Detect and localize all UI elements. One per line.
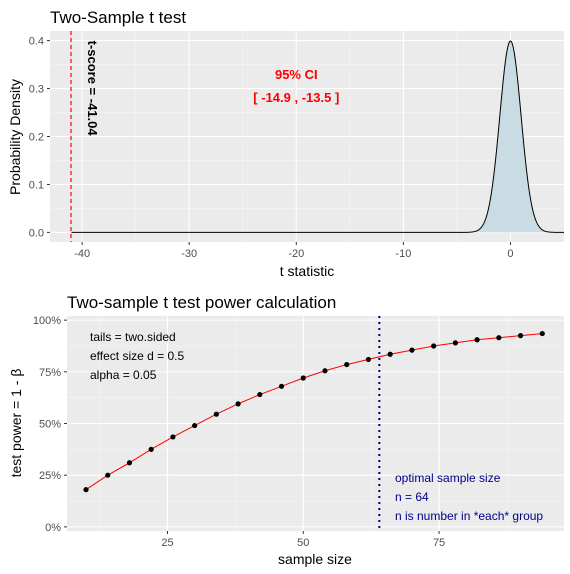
power-points: [83, 330, 545, 493]
y-tick-label: 50%: [39, 419, 61, 431]
y-tick-label: 25%: [39, 470, 61, 482]
x-tick-label: 25: [161, 537, 173, 549]
data-point: [387, 351, 393, 357]
y-axis-ticks: 0% 25% 50% 75% 100%: [33, 315, 67, 534]
x-tick-label: -10: [395, 248, 411, 260]
x-axis-ticks: 25 50 75: [161, 531, 445, 549]
t-distribution-chart: Two-Sample t test t-score = -41.04 95% C…: [7, 8, 564, 279]
data-point: [300, 375, 306, 381]
power-chart: Two-sample t test power calculation tail…: [8, 293, 564, 567]
y-axis-title: Probability Density: [7, 79, 23, 195]
chart-title: Two-sample t test power calculation: [67, 293, 336, 312]
x-tick-label: -40: [74, 248, 90, 260]
y-tick-label: 0%: [45, 522, 61, 534]
y-axis-title: test power = 1 - β: [8, 369, 24, 478]
y-tick-label: 75%: [39, 367, 61, 379]
y-tick-label: 0.3: [29, 84, 44, 96]
data-point: [105, 472, 111, 478]
x-tick-label: -20: [288, 248, 304, 260]
y-tick-label: 0.0: [29, 227, 44, 239]
data-point: [148, 446, 154, 452]
y-tick-label: 0.1: [29, 179, 44, 191]
data-point: [83, 487, 89, 493]
data-point: [322, 368, 328, 374]
data-point: [192, 422, 198, 429]
ci-interval: [ -14.9 , -13.5 ]: [253, 90, 339, 105]
data-point: [213, 411, 219, 417]
x-tick-label: -30: [181, 248, 197, 260]
data-point: [344, 361, 350, 368]
optimal-n: n = 64: [395, 490, 429, 504]
data-point: [496, 335, 502, 341]
data-point: [235, 401, 241, 407]
t-score-label: t-score = -41.04: [85, 41, 100, 137]
data-point: [257, 391, 263, 398]
x-tick-label: 50: [297, 537, 309, 549]
data-point: [365, 356, 372, 363]
param-tails: tails = two.sided: [90, 330, 176, 344]
power-curve: [85, 333, 543, 491]
x-axis-title: t statistic: [280, 263, 334, 279]
optimal-note: n is number in *each* group: [395, 509, 543, 523]
data-point: [431, 343, 437, 349]
data-point: [409, 347, 415, 353]
param-effect-size: effect size d = 0.5: [90, 349, 184, 363]
data-point: [539, 330, 545, 337]
x-axis-ticks: -40 -30 -20 -10 0: [74, 242, 514, 260]
x-axis-title: sample size: [278, 551, 352, 567]
data-point: [278, 383, 285, 389]
optimal-label: optimal sample size: [395, 471, 501, 485]
density-area: [456, 41, 564, 233]
data-point: [170, 434, 176, 440]
y-tick-label: 100%: [33, 315, 61, 327]
x-tick-label: 0: [507, 248, 513, 260]
y-tick-label: 0.4: [29, 36, 44, 48]
data-point: [126, 460, 133, 466]
y-axis-ticks: 0.0 0.1 0.2 0.3 0.4: [29, 36, 50, 239]
chart-title: Two-Sample t test: [50, 8, 186, 27]
grid: [67, 316, 564, 531]
data-point: [474, 337, 480, 343]
ci-label: 95% CI: [275, 67, 318, 82]
data-point: [452, 340, 458, 346]
density-curve: [71, 40, 564, 233]
x-tick-label: 75: [433, 537, 445, 549]
param-alpha: alpha = 0.05: [90, 368, 157, 382]
y-tick-label: 0.2: [29, 132, 44, 144]
data-point: [517, 333, 524, 339]
